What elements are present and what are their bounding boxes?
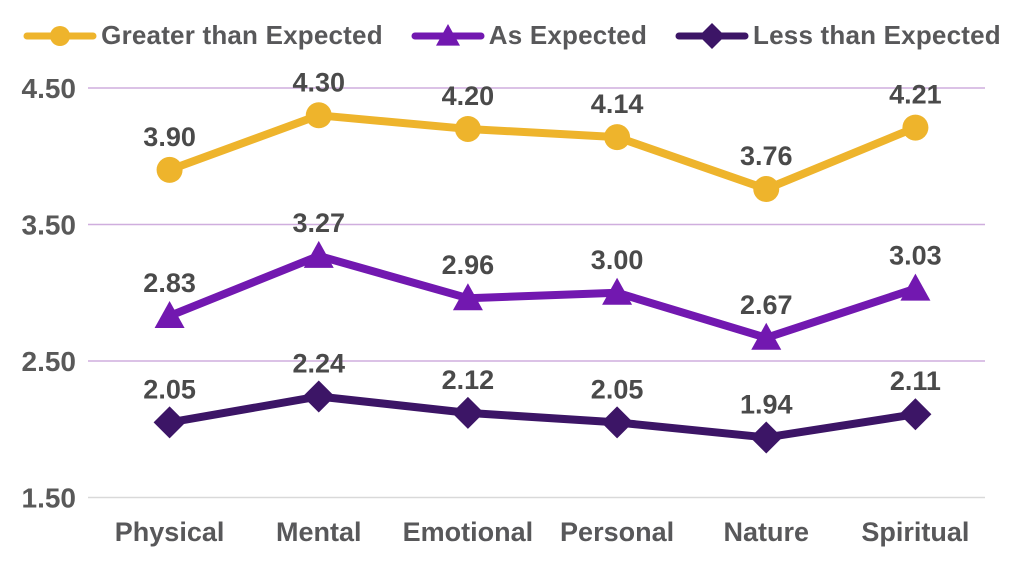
x-axis-category-label: Spiritual [861, 517, 969, 547]
x-axis-category-label: Nature [723, 517, 809, 547]
legend-label: Less than Expected [753, 20, 1001, 50]
data-point-marker-triangle [154, 300, 185, 328]
data-point-marker-diamond [153, 406, 186, 439]
data-point-marker-diamond [451, 396, 484, 429]
data-point-label: 2.67 [740, 290, 793, 320]
x-axis-category-label: Emotional [403, 517, 534, 547]
legend-label: Greater than Expected [101, 20, 383, 50]
legend-item-less-than-expected: Less than Expected [675, 20, 1001, 51]
data-point-label: 2.83 [143, 268, 196, 298]
data-point-marker-diamond [899, 398, 932, 431]
data-point-marker-triangle [751, 322, 782, 350]
data-point-label: 4.20 [442, 81, 495, 111]
data-point-label: 4.21 [889, 80, 942, 110]
series-line-as-expected [165, 251, 920, 342]
data-point-marker-circle [454, 115, 481, 142]
data-point-label: 3.27 [292, 208, 345, 238]
data-point-label: 1.94 [740, 389, 793, 419]
data-point-label: 2.96 [442, 250, 495, 280]
data-point-marker-diamond [601, 406, 634, 439]
data-point-label: 2.05 [591, 374, 644, 404]
data-point-label: 2.24 [292, 348, 345, 378]
x-axis-category-label: Personal [560, 517, 674, 547]
legend-diamond-marker-icon [675, 22, 749, 49]
data-point-marker-diamond [750, 421, 783, 454]
data-point-marker-triangle [602, 277, 633, 305]
data-point-label: 2.05 [143, 374, 196, 404]
data-point-marker-circle [305, 102, 332, 129]
data-point-marker-triangle [303, 240, 334, 268]
legend-item-as-expected: As Expected [411, 20, 647, 51]
data-point-label: 3.00 [591, 245, 644, 275]
x-axis-category-label: Physical [115, 517, 225, 547]
series-line-greater-than-expected [165, 111, 920, 194]
data-point-marker-circle [753, 176, 780, 203]
data-point-label: 3.76 [740, 141, 793, 171]
y-axis-tick-label: 3.50 [22, 210, 77, 241]
data-point-label: 2.12 [442, 365, 495, 395]
data-point-marker-triangle [900, 273, 931, 301]
y-axis-tick-label: 4.50 [22, 73, 77, 104]
data-point-label: 3.03 [889, 241, 942, 271]
data-point-label: 4.30 [292, 67, 345, 97]
data-point-marker-diamond [302, 380, 335, 413]
legend-marker-shape [50, 25, 71, 46]
data-point-label: 3.90 [143, 122, 196, 152]
data-point-marker-circle [156, 156, 183, 183]
data-point-marker-triangle [452, 283, 483, 311]
y-axis-tick-label: 1.50 [22, 483, 77, 514]
legend-marker-shape [699, 22, 726, 49]
data-point-label: 2.11 [890, 366, 941, 396]
legend-label: As Expected [488, 20, 648, 50]
x-axis-category-label: Mental [276, 517, 362, 547]
data-point-label: 4.14 [591, 89, 644, 119]
data-point-marker-circle [604, 124, 631, 151]
y-axis-tick-label: 2.50 [22, 346, 77, 377]
legend-marker-shape [435, 23, 460, 46]
chart-legend: Greater than Expected As Expected Less tha… [0, 20, 1024, 51]
legend-circle-marker-icon [23, 25, 97, 46]
series-line-less-than-expected [165, 392, 920, 442]
legend-item-greater-than-expected: Greater than Expected [23, 20, 383, 51]
data-point-marker-circle [902, 114, 929, 141]
legend-triangle-marker-icon [411, 23, 485, 46]
